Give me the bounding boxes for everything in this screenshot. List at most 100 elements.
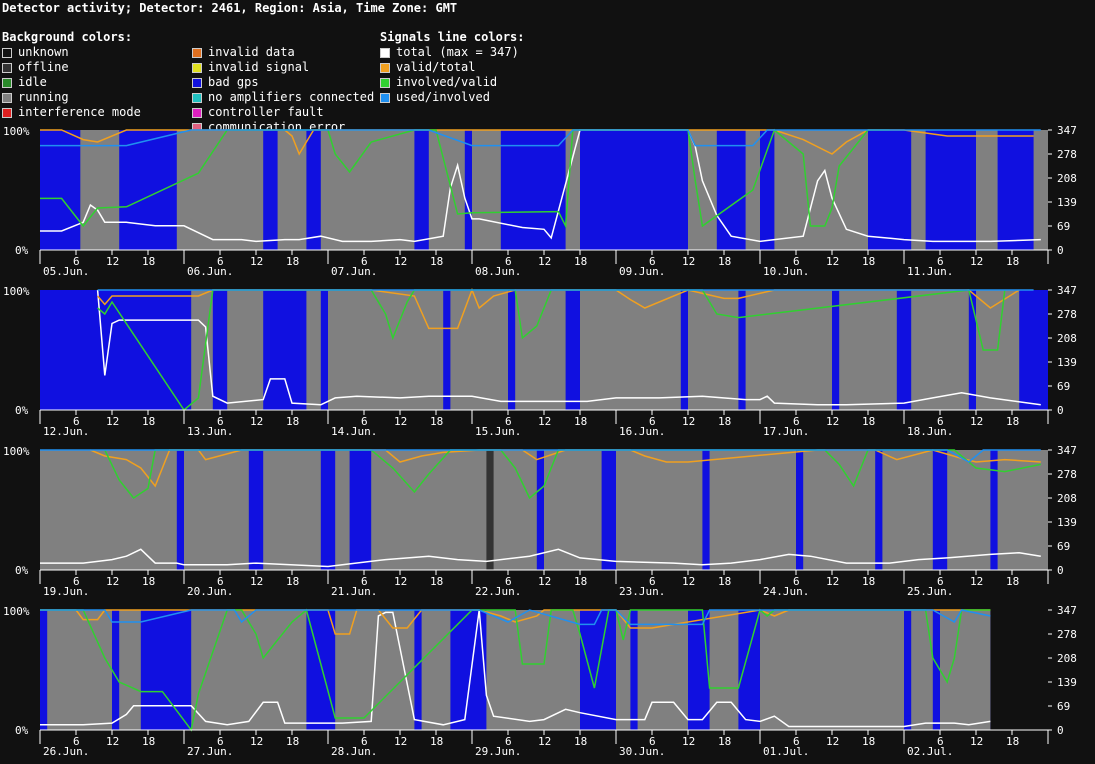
day-label: 07.Jun. [331, 265, 377, 278]
right-axis-tick: 139 [1057, 356, 1077, 369]
hour-tick-label: 6 [505, 575, 512, 588]
background-segment [486, 610, 580, 730]
hour-tick-label: 18 [718, 255, 731, 268]
signals-legend-item: total (max = 347) [380, 45, 525, 60]
background-segment [882, 450, 933, 570]
background-segment [997, 450, 1048, 570]
background-segment [976, 130, 998, 250]
background-segment [1033, 130, 1048, 250]
background-legend-label: interference mode [18, 105, 141, 119]
hour-tick-label: 12 [970, 255, 983, 268]
background-legend-item: no amplifiers connected [192, 90, 374, 105]
hour-tick-label: 18 [862, 735, 875, 748]
hour-tick-label: 12 [394, 415, 407, 428]
day-label: 16.Jun. [619, 425, 665, 438]
hour-tick-label: 18 [430, 735, 443, 748]
day-label: 13.Jun. [187, 425, 233, 438]
background-segment [544, 450, 602, 570]
hour-tick-label: 12 [682, 575, 695, 588]
hour-tick-label: 12 [682, 255, 695, 268]
color-swatch-icon [2, 62, 12, 73]
day-label: 28.Jun. [331, 745, 377, 758]
series-line [97, 287, 1020, 330]
background-legend-item: invalid signal [192, 60, 374, 75]
series-line [40, 548, 1041, 568]
background-segment [688, 290, 739, 410]
hour-tick-label: 18 [1006, 255, 1019, 268]
color-swatch-icon [192, 62, 202, 73]
color-swatch-icon [2, 107, 12, 118]
background-segment [616, 450, 703, 570]
signals-legend-label: total (max = 347) [396, 45, 519, 59]
series-line [40, 609, 991, 626]
signals-legend-label: valid/total [396, 60, 476, 74]
hour-tick-label: 6 [505, 735, 512, 748]
hour-tick-label: 6 [937, 255, 944, 268]
hour-tick-label: 6 [793, 735, 800, 748]
hour-tick-label: 6 [793, 255, 800, 268]
left-axis-tick: 0% [15, 724, 29, 737]
background-legend-item: running [2, 90, 141, 105]
color-swatch-icon [192, 77, 202, 88]
background-legend-item: interference mode [2, 105, 141, 120]
color-swatch-icon [380, 92, 390, 103]
hour-tick-label: 6 [361, 735, 368, 748]
day-label: 18.Jun. [907, 425, 953, 438]
color-swatch-icon [192, 47, 202, 58]
chart-title: Detector activity; Detector: 2461, Regio… [2, 1, 458, 15]
right-axis-tick: 69 [1057, 700, 1070, 713]
right-axis-tick: 139 [1057, 676, 1077, 689]
hour-tick-label: 18 [718, 735, 731, 748]
hour-tick-label: 18 [1006, 415, 1019, 428]
day-label: 27.Jun. [187, 745, 233, 758]
day-label: 05.Jun. [43, 265, 89, 278]
hour-tick-label: 18 [430, 255, 443, 268]
background-segment [709, 450, 796, 570]
right-axis-tick: 347 [1057, 284, 1077, 297]
hour-tick-label: 18 [862, 575, 875, 588]
hour-tick-label: 12 [394, 255, 407, 268]
background-segment [191, 290, 213, 410]
series-line [40, 128, 890, 229]
right-axis-tick: 0 [1057, 564, 1064, 577]
background-segment [486, 450, 494, 570]
hour-tick-label: 12 [538, 735, 551, 748]
background-segment [328, 290, 444, 410]
signals-legend-item: involved/valid [380, 75, 525, 90]
hour-tick-label: 6 [505, 415, 512, 428]
hour-tick-label: 6 [217, 735, 224, 748]
hour-tick-label: 12 [826, 735, 839, 748]
background-legend-label: invalid data [208, 45, 295, 59]
background-segment [421, 610, 451, 730]
color-swatch-icon [380, 62, 390, 73]
day-label: 11.Jun. [907, 265, 953, 278]
left-axis-tick: 0% [15, 404, 29, 417]
background-legend-item: idle [2, 75, 141, 90]
background-segment [371, 450, 537, 570]
background-segment [911, 130, 926, 250]
day-label: 09.Jun. [619, 265, 665, 278]
hour-tick-label: 6 [649, 575, 656, 588]
hour-tick-label: 18 [1006, 735, 1019, 748]
background-segment [565, 130, 580, 250]
background-segment [803, 450, 876, 570]
hour-tick-label: 12 [106, 735, 119, 748]
background-segment [911, 290, 969, 410]
right-axis-tick: 278 [1057, 468, 1077, 481]
hour-tick-label: 18 [574, 415, 587, 428]
background-segment [709, 610, 739, 730]
background-segment [580, 290, 681, 410]
day-label: 20.Jun. [187, 585, 233, 598]
signals-legend-item: valid/total [380, 60, 525, 75]
color-swatch-icon [192, 107, 202, 118]
right-axis-tick: 208 [1057, 332, 1077, 345]
series-line [40, 129, 1041, 243]
right-axis-tick: 278 [1057, 628, 1077, 641]
background-segment [428, 130, 465, 250]
hour-tick-label: 6 [361, 575, 368, 588]
hour-tick-label: 18 [862, 415, 875, 428]
hour-tick-label: 18 [142, 415, 155, 428]
day-label: 12.Jun. [43, 425, 89, 438]
background-segment [263, 450, 321, 570]
hour-tick-label: 18 [142, 255, 155, 268]
